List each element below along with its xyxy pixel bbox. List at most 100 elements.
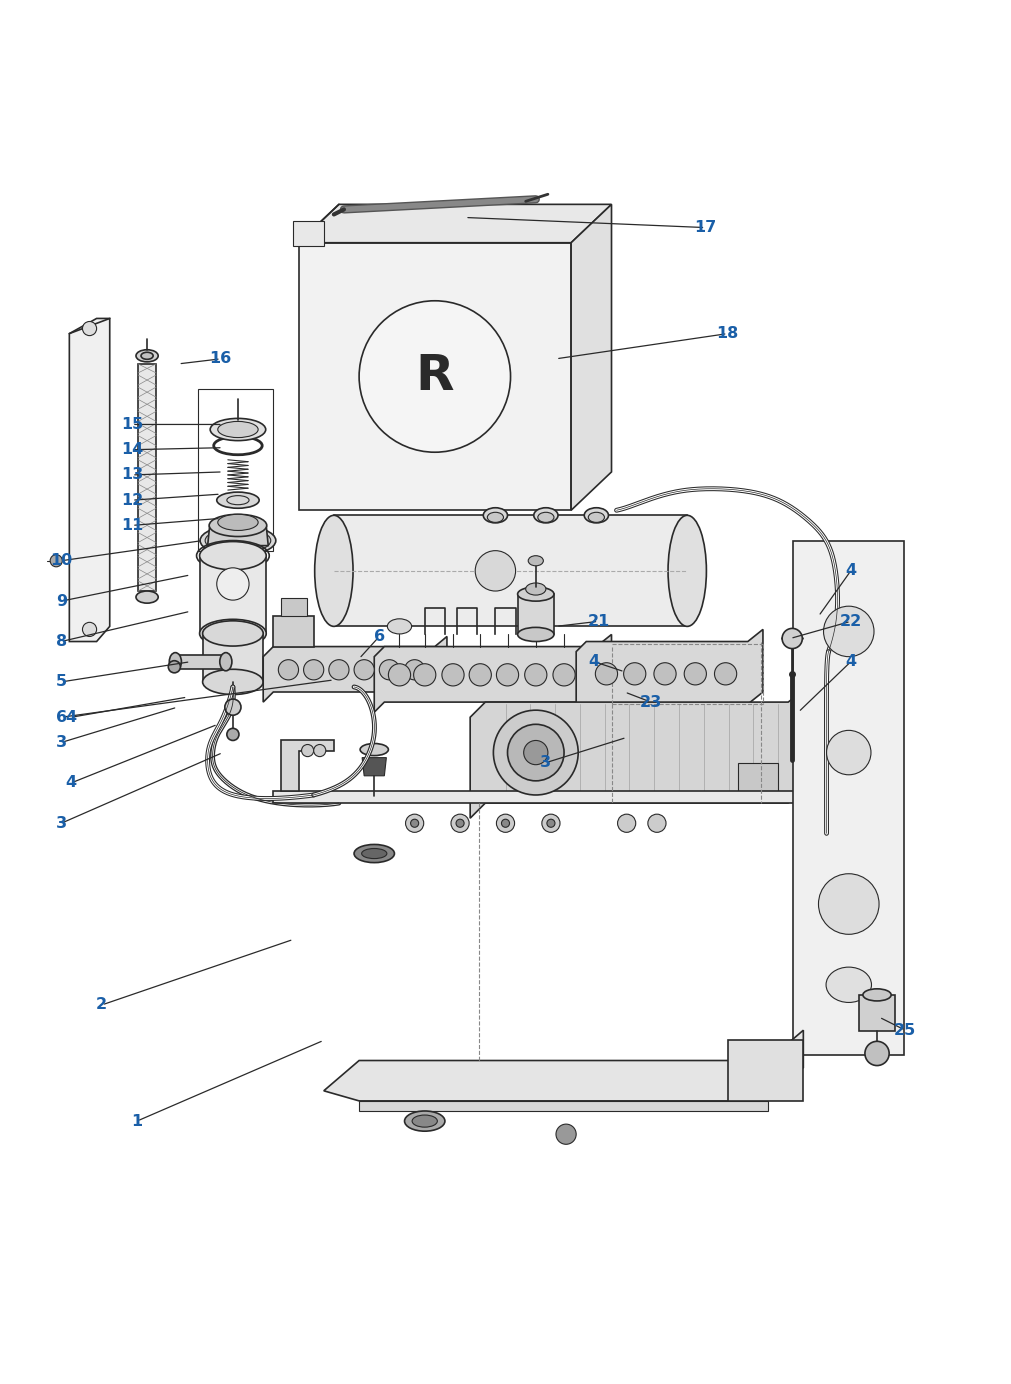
Circle shape [547, 819, 555, 828]
Circle shape [451, 814, 469, 832]
Text: 4: 4 [588, 655, 600, 670]
Polygon shape [334, 515, 687, 627]
Text: 10: 10 [51, 554, 73, 569]
Ellipse shape [200, 526, 276, 556]
Circle shape [542, 814, 560, 832]
Bar [859, 995, 895, 1031]
Circle shape [329, 660, 349, 680]
Bar [293, 220, 324, 246]
Circle shape [216, 567, 249, 601]
Circle shape [496, 664, 519, 686]
Text: 21: 21 [587, 614, 610, 628]
Polygon shape [374, 634, 612, 713]
Polygon shape [202, 634, 263, 682]
Polygon shape [576, 630, 763, 714]
Text: 11: 11 [121, 518, 144, 533]
Text: 4: 4 [66, 710, 77, 725]
Ellipse shape [202, 621, 263, 646]
Text: 4: 4 [66, 775, 77, 790]
Ellipse shape [169, 653, 181, 671]
Circle shape [83, 623, 97, 637]
Circle shape [354, 660, 374, 680]
Bar [139, 364, 156, 591]
Ellipse shape [362, 848, 387, 858]
Circle shape [388, 664, 410, 686]
Text: 17: 17 [695, 220, 717, 235]
Circle shape [684, 663, 707, 685]
Ellipse shape [588, 512, 605, 522]
Circle shape [475, 551, 516, 591]
Text: 15: 15 [121, 417, 144, 432]
Ellipse shape [412, 1116, 438, 1127]
Ellipse shape [210, 418, 266, 440]
Circle shape [524, 740, 548, 765]
Ellipse shape [528, 556, 543, 566]
Circle shape [496, 814, 515, 832]
Ellipse shape [584, 508, 609, 523]
Ellipse shape [518, 587, 554, 601]
Text: 14: 14 [121, 443, 144, 457]
Circle shape [824, 606, 874, 656]
Text: 12: 12 [121, 493, 144, 508]
Text: 16: 16 [209, 352, 232, 367]
Circle shape [501, 819, 510, 828]
Circle shape [168, 660, 180, 673]
Text: 1: 1 [131, 1114, 143, 1128]
Circle shape [410, 819, 419, 828]
Ellipse shape [209, 515, 267, 537]
Circle shape [303, 660, 324, 680]
Polygon shape [518, 594, 554, 634]
Bar [175, 655, 225, 668]
Circle shape [359, 300, 511, 453]
Circle shape [654, 663, 676, 685]
Text: 3: 3 [56, 815, 67, 830]
Bar [298, 242, 571, 511]
Ellipse shape [487, 512, 503, 522]
Polygon shape [263, 637, 447, 702]
Ellipse shape [360, 743, 388, 756]
Ellipse shape [863, 988, 891, 1001]
Ellipse shape [205, 527, 271, 554]
Circle shape [556, 1124, 576, 1145]
Text: R: R [416, 353, 454, 400]
Text: 6: 6 [56, 710, 67, 725]
Text: 3: 3 [540, 756, 551, 770]
Ellipse shape [217, 515, 258, 530]
Circle shape [783, 628, 803, 649]
Ellipse shape [202, 670, 263, 695]
Circle shape [819, 873, 879, 934]
Ellipse shape [219, 653, 232, 671]
Bar [281, 598, 306, 616]
Polygon shape [298, 205, 612, 242]
Polygon shape [362, 757, 386, 776]
Bar [728, 1041, 804, 1100]
Text: 4: 4 [845, 563, 856, 579]
Circle shape [469, 664, 491, 686]
Ellipse shape [136, 591, 158, 603]
Ellipse shape [826, 967, 871, 1002]
Polygon shape [281, 740, 334, 790]
Text: 25: 25 [894, 1023, 916, 1038]
Ellipse shape [199, 541, 266, 570]
Circle shape [493, 710, 578, 794]
Polygon shape [571, 205, 612, 511]
Circle shape [715, 663, 737, 685]
Bar [738, 763, 778, 793]
Circle shape [301, 745, 313, 757]
Circle shape [508, 724, 564, 781]
Ellipse shape [483, 508, 508, 523]
Polygon shape [359, 1100, 768, 1111]
Polygon shape [199, 556, 266, 634]
Circle shape [595, 663, 618, 685]
Ellipse shape [216, 493, 259, 508]
Circle shape [51, 555, 63, 567]
Ellipse shape [518, 627, 554, 642]
Text: 8: 8 [56, 634, 67, 649]
Circle shape [553, 664, 575, 686]
Circle shape [827, 731, 871, 775]
Circle shape [83, 321, 97, 335]
Ellipse shape [217, 421, 258, 437]
Circle shape [313, 745, 326, 757]
Ellipse shape [538, 512, 554, 522]
Text: 4: 4 [845, 655, 856, 670]
